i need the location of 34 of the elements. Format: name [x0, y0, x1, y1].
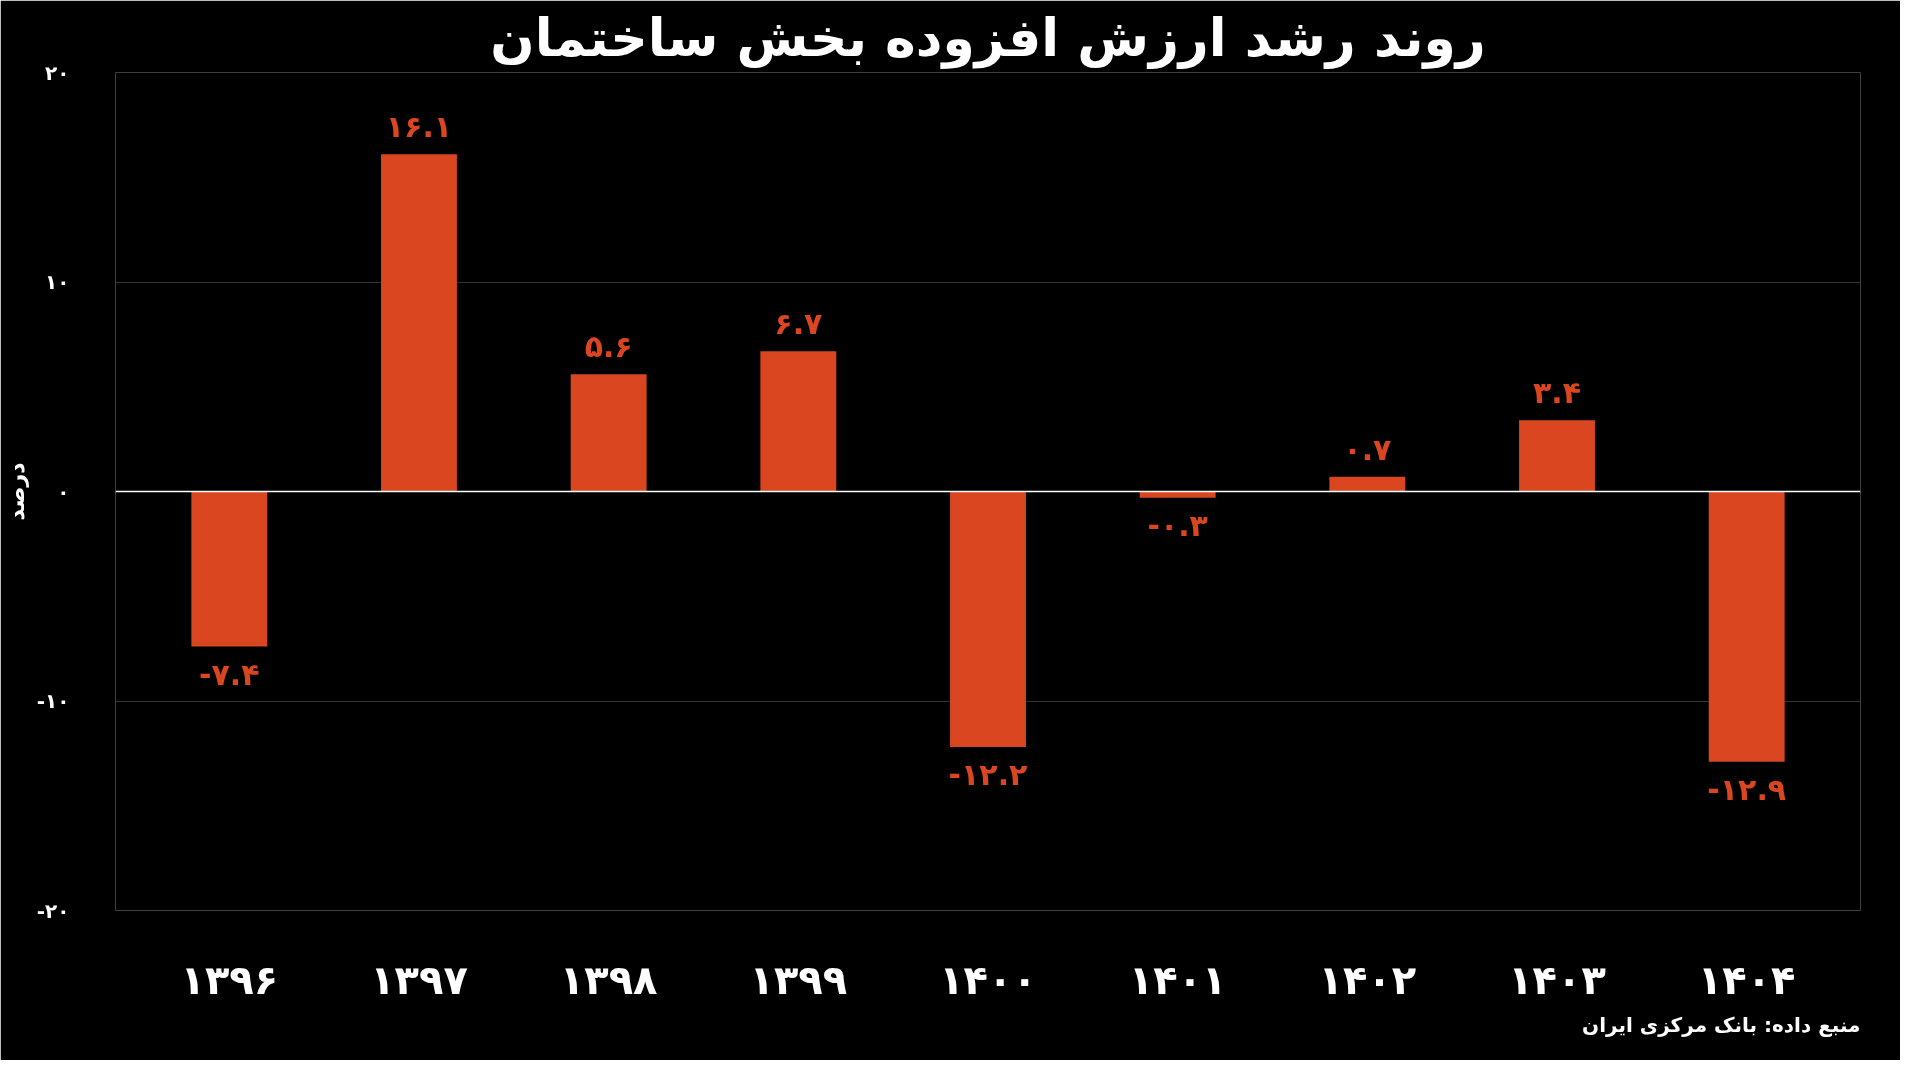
data-label: ۶.۷ — [774, 306, 823, 342]
y-axis-title: درصد — [3, 462, 29, 521]
bar — [760, 351, 837, 492]
bar — [1708, 491, 1785, 762]
x-tick-label: ۱۴۰۴ — [1697, 956, 1796, 1003]
y-tick-label: ۱۰ — [45, 270, 70, 294]
chart-title: روند رشد ارزش افزوده بخش ساختمان — [490, 7, 1486, 69]
data-label: ۵.۶ — [584, 329, 633, 365]
data-label: ۱۶.۱ — [385, 109, 453, 145]
x-tick-label: ۱۳۹۷ — [370, 956, 468, 1003]
y-tick-label: -۱۰ — [36, 689, 70, 713]
y-tick-label: ۲۰ — [45, 60, 70, 85]
data-label: -۱۲.۹ — [1707, 771, 1787, 807]
x-tick-label: ۱۳۹۶ — [180, 956, 279, 1003]
x-tick-label: ۱۴۰۱ — [1128, 956, 1227, 1003]
bar — [381, 154, 457, 492]
y-tick-label: ۰ — [57, 479, 70, 504]
x-tick-label: ۱۳۹۸ — [559, 956, 658, 1003]
bar — [950, 491, 1026, 748]
x-tick-label: ۱۴۰۲ — [1318, 956, 1417, 1003]
x-tick-label: ۱۴۰۳ — [1508, 956, 1606, 1003]
data-label: -۱۲.۲ — [948, 757, 1028, 793]
bar — [1519, 420, 1595, 492]
bar — [570, 374, 647, 492]
data-label: -۷.۴ — [199, 656, 260, 692]
bar — [191, 491, 268, 647]
x-tick-label: ۱۳۹۹ — [749, 956, 848, 1003]
y-tick-label: -۲۰ — [36, 898, 70, 923]
bar — [1329, 476, 1406, 492]
x-tick-label: ۱۴۰۰ — [939, 956, 1037, 1003]
text: منبع داده: بانک مرکزی ایران — [1582, 1012, 1861, 1037]
data-label: -۰.۳ — [1147, 507, 1208, 543]
data-label: ۰.۷ — [1343, 431, 1392, 467]
data-label: ۳.۴ — [1533, 375, 1582, 411]
